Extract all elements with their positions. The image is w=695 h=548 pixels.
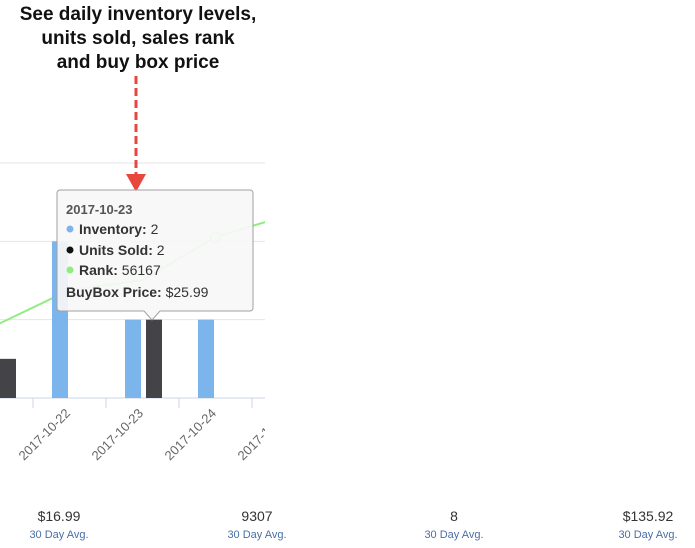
tooltip-value: 2 [151, 221, 159, 237]
arrow-head [126, 174, 146, 192]
tooltip-row: BuyBox Price: $25.99 [66, 284, 209, 300]
tooltip-date: 2017-10-23 [66, 202, 133, 217]
annotation-line: See daily inventory levels, [20, 4, 257, 25]
tooltip-row: Units Sold: 2 [79, 242, 165, 258]
stat-value: $135.92 [623, 508, 674, 524]
stat-label: 30 Day Avg. [424, 529, 483, 541]
x-tick-label: 2017-10-24 [161, 406, 219, 464]
stat-value: 8 [450, 508, 458, 524]
annotation: See daily inventory levels, units sold, … [20, 4, 257, 73]
tooltip-row: Rank: 56167 [79, 262, 161, 278]
x-tick-label: 2017-10-22 [15, 406, 73, 464]
tooltip-value: $25.99 [166, 284, 209, 300]
stat-label: 30 Day Avg. [29, 529, 88, 541]
stats: $16.99 30 Day Avg. 9307 30 Day Avg. 8 30… [29, 508, 677, 541]
tooltip-row: Inventory: 2 [79, 221, 159, 237]
x-tick-label: 2017-10-25 [234, 406, 292, 464]
bar [146, 319, 162, 398]
bullet [66, 246, 74, 254]
bar [198, 319, 214, 398]
annotation-line: units sold, sales rank [41, 28, 235, 49]
bar [125, 319, 141, 398]
stat-value: $16.99 [38, 508, 81, 524]
tooltip-label: Inventory: [79, 221, 147, 237]
tooltip-value: 2 [157, 242, 165, 258]
stat-label: 30 Day Avg. [618, 529, 677, 541]
bullet [66, 225, 74, 233]
bar [0, 358, 16, 398]
tooltip-box [56, 189, 254, 321]
x-tick-label: 2017-10-23 [88, 406, 146, 464]
bullet [66, 266, 74, 274]
tooltip: 2017-10-23 Inventory: 2 Units Sold: 2 Ra… [56, 189, 254, 321]
tooltip-value: 56167 [122, 262, 161, 278]
tooltip-label: Units Sold: [79, 242, 153, 258]
stat-value: 9307 [241, 508, 272, 524]
stat-label: 30 Day Avg. [227, 529, 286, 541]
tooltip-label: Rank: [79, 262, 118, 278]
annotation-line: and buy box price [57, 52, 220, 73]
tooltip-label: BuyBox Price: [66, 284, 162, 300]
